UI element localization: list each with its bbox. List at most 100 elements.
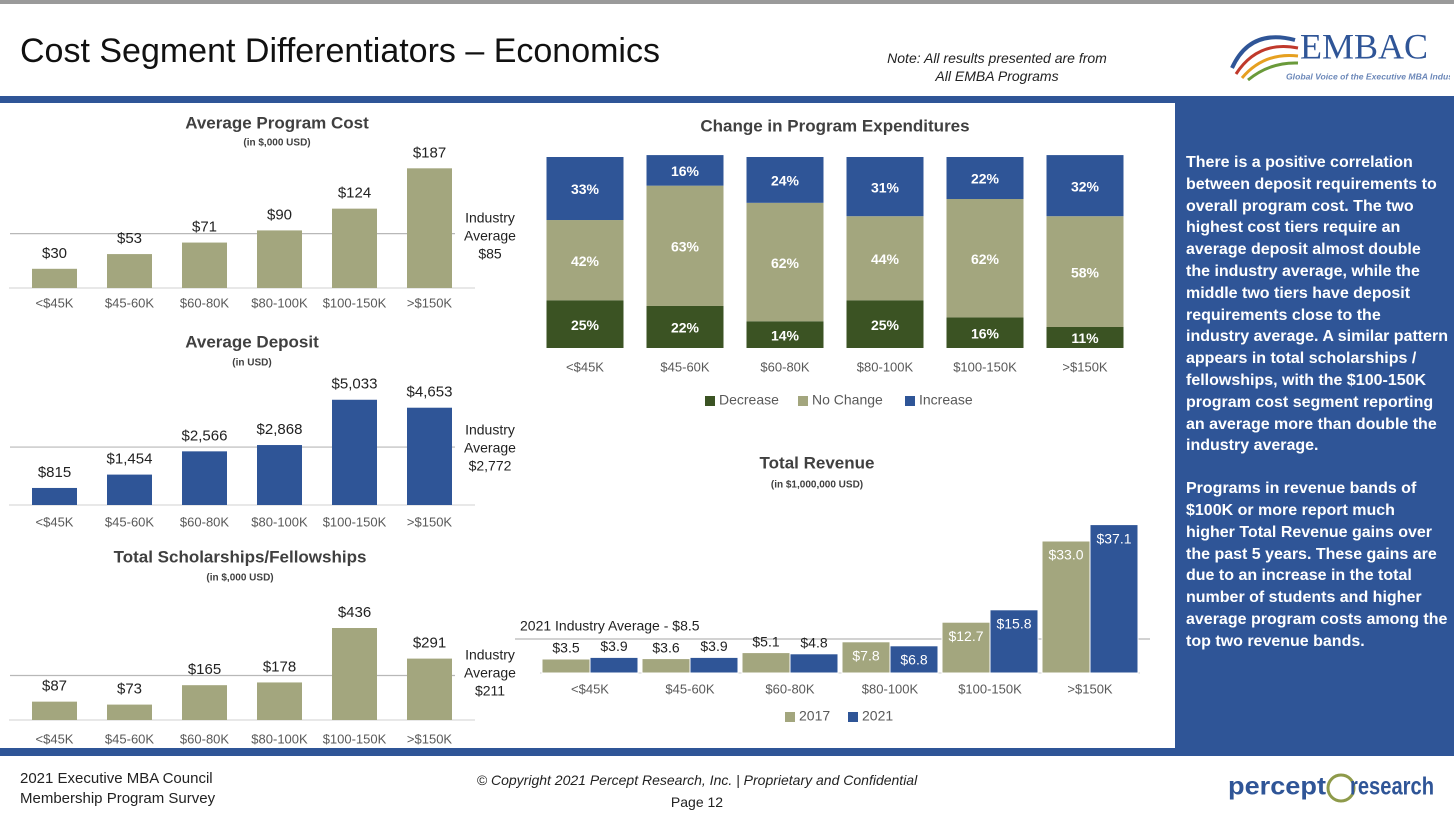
x-tick-label: >$150K: [407, 295, 453, 310]
value-label: 33%: [571, 181, 600, 197]
bar: [182, 451, 227, 505]
footer-center: © Copyright 2021 Percept Research, Inc. …: [400, 769, 994, 813]
bar: [1041, 540, 1091, 674]
chart-subtitle: (in $1,000,000 USD): [771, 480, 863, 491]
bar: [689, 656, 739, 674]
chart-title: Total Revenue: [760, 453, 875, 472]
value-label: $33.0: [1048, 547, 1083, 563]
value-label: 42%: [571, 253, 600, 269]
bar: [589, 656, 639, 674]
note-line: All EMBA Programs: [935, 68, 1059, 84]
value-label: 63%: [671, 239, 700, 255]
top-bar: [0, 0, 1454, 4]
value-label: $165: [188, 661, 221, 678]
x-tick-label: <$45K: [36, 295, 74, 310]
value-label: $30: [42, 245, 67, 262]
x-tick-label: $80-100K: [251, 295, 308, 310]
value-label: $178: [263, 658, 296, 675]
bar-segment: [946, 157, 1024, 200]
bar-segment: [846, 300, 924, 348]
bar: [741, 652, 791, 674]
reference-label: Average: [464, 228, 516, 244]
logo-swoosh: [1247, 61, 1299, 82]
value-label: 11%: [1071, 330, 1099, 346]
sidebar: [1175, 103, 1454, 748]
note: Note: All results presented are from All…: [857, 49, 1137, 85]
value-label: $15.8: [996, 616, 1031, 632]
bar-segment: [846, 157, 924, 217]
x-tick-label: $80-100K: [857, 359, 914, 374]
reference-label: $211: [475, 683, 505, 699]
chart-title: Change in Program Expenditures: [700, 116, 969, 135]
sidebar-text: There is a positive correlation between …: [1186, 152, 1448, 674]
x-tick-label: $45-60K: [105, 514, 154, 529]
x-tick-label: $80-100K: [251, 731, 308, 746]
value-label: $1,454: [107, 451, 153, 468]
logo-tagline: Global Voice of the Executive MBA Indust…: [1286, 71, 1450, 81]
bar-segment: [646, 155, 724, 186]
x-tick-label: <$45K: [36, 514, 74, 529]
reference-label: $85: [478, 246, 502, 262]
bar: [107, 474, 152, 505]
copyright: © Copyright 2021 Percept Research, Inc. …: [476, 772, 918, 788]
x-tick-label: <$45K: [566, 359, 604, 374]
value-label: 62%: [771, 255, 800, 271]
value-label: $71: [192, 219, 217, 236]
legend-label: No Change: [812, 392, 883, 408]
bar-segment: [546, 300, 624, 348]
x-tick-label: $60-80K: [180, 295, 229, 310]
bar: [257, 230, 302, 288]
charts: Average Program Cost (in $,000 USD) <$45K $…: [9, 113, 1150, 746]
value-label: $53: [117, 230, 142, 247]
legend-swatch: [705, 396, 715, 406]
value-label: $3.6: [652, 639, 679, 655]
value-label: 24%: [771, 173, 800, 189]
value-label: 25%: [871, 317, 900, 333]
bar: [541, 658, 591, 674]
x-tick-label: $80-100K: [862, 681, 919, 696]
bar-segment: [646, 305, 724, 348]
bar: [889, 645, 939, 674]
x-tick-label: $80-100K: [251, 514, 308, 529]
legend-swatch: [905, 396, 915, 406]
bar: [32, 701, 77, 720]
logo-swoosh: [1234, 45, 1299, 75]
legend-label: Increase: [919, 392, 973, 408]
value-label: $5.1: [752, 633, 779, 649]
value-label: $436: [338, 604, 371, 621]
value-label: $73: [117, 681, 142, 698]
value-label: $4.8: [800, 635, 827, 651]
value-label: 22%: [671, 320, 700, 336]
logo-text: EMBAC: [1300, 26, 1428, 66]
bar: [407, 168, 452, 288]
x-tick-label: >$150K: [407, 514, 453, 529]
value-label: 25%: [571, 317, 600, 333]
bar-segment: [1046, 216, 1124, 327]
x-tick-label: $60-80K: [760, 359, 809, 374]
value-label: $2,868: [257, 421, 303, 438]
bar-segment: [846, 216, 924, 301]
footer-line: 2021 Executive MBA Council: [20, 770, 213, 787]
value-label: $815: [38, 464, 71, 481]
value-label: $90: [267, 206, 292, 223]
reference-label: Industry: [465, 647, 515, 663]
bar-segment: [746, 157, 824, 203]
bar: [257, 682, 302, 720]
value-label: $2,566: [182, 427, 228, 444]
bar: [989, 609, 1039, 674]
reference-label: Average: [464, 440, 516, 456]
value-label: $3.5: [552, 640, 579, 656]
page-number: Page 12: [670, 794, 724, 810]
bar: [641, 658, 691, 674]
x-tick-label: >$150K: [407, 731, 453, 746]
bar-segment: [946, 317, 1024, 348]
bar-segment: [1046, 155, 1124, 217]
value-label: 22%: [971, 171, 1000, 187]
x-tick-label: <$45K: [36, 731, 74, 746]
value-label: 58%: [1071, 264, 1100, 280]
value-label: 14%: [771, 327, 800, 343]
value-label: $291: [413, 635, 446, 652]
bar: [332, 628, 377, 720]
value-label: 44%: [871, 251, 900, 267]
bar-segment: [946, 199, 1024, 318]
